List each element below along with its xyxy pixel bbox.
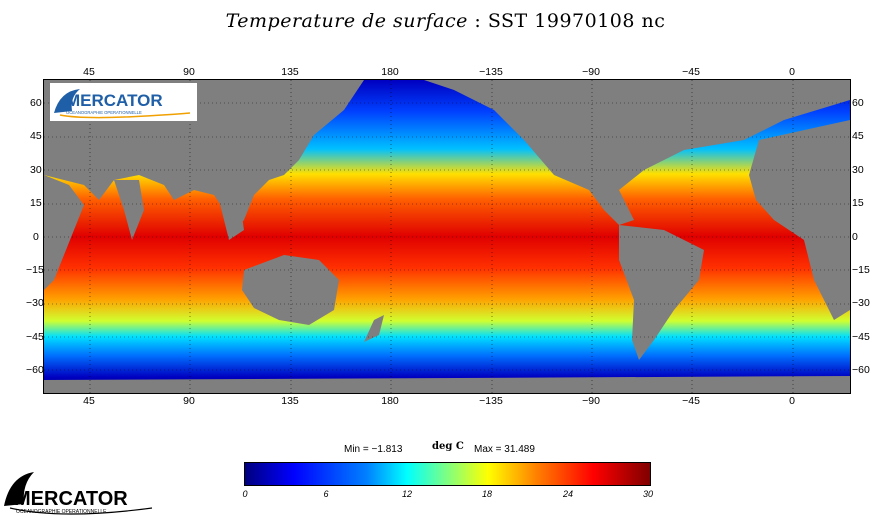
lat-tick-left: 0 <box>33 231 39 243</box>
lat-tick-left: 15 <box>30 197 42 209</box>
lat-tick-left: 30 <box>30 164 42 176</box>
title-rest: : SST 19970108 nc <box>474 10 666 32</box>
lon-tick-bottom: 180 <box>381 395 399 407</box>
lat-tick-right: 45 <box>852 130 864 142</box>
colorbar-tick: 12 <box>401 489 413 499</box>
lon-tick-top: 0 <box>789 66 795 78</box>
colorbar-tick: 30 <box>642 489 654 499</box>
mercator-logo-bottom-icon: MERCATOR OCEANOGRAPHIE OPERATIONNELLE <box>4 472 153 515</box>
lon-tick-bottom: −135 <box>479 395 503 407</box>
lon-tick-top: 180 <box>381 66 399 78</box>
sst-map <box>43 79 851 394</box>
lat-tick-right: −15 <box>852 264 870 276</box>
logo-bottom-subtitle: OCEANOGRAPHIE OPERATIONNELLE <box>16 509 107 515</box>
lon-tick-bottom: −45 <box>682 395 700 407</box>
lon-tick-top: 45 <box>83 66 95 78</box>
lon-tick-top: −135 <box>479 66 503 78</box>
lat-tick-left: −15 <box>26 264 44 276</box>
colorbar-tick: 0 <box>242 489 248 499</box>
title-italic: Temperature de surface <box>225 10 468 32</box>
lon-tick-top: 135 <box>281 66 299 78</box>
mercator-logo-top: MERCATOR OCEANOGRAPHIE OPERATIONNELLE <box>50 83 197 121</box>
colorbar-max: Max = 31.489 <box>474 444 535 455</box>
colorbar-tick: 24 <box>562 489 574 499</box>
lon-tick-bottom: 0 <box>789 395 795 407</box>
colorbar-tick: 18 <box>481 489 493 499</box>
lat-tick-right: −60 <box>852 364 870 376</box>
lat-tick-right: 0 <box>852 231 858 243</box>
lat-tick-right: 30 <box>852 164 864 176</box>
lat-tick-left: 60 <box>30 97 42 109</box>
graticule <box>44 80 850 393</box>
logo-name: MERCATOR <box>66 91 163 110</box>
lon-tick-bottom: 135 <box>281 395 299 407</box>
lon-tick-top: −90 <box>582 66 600 78</box>
lat-tick-right: −30 <box>852 297 870 309</box>
lon-tick-bottom: 90 <box>183 395 195 407</box>
logo-bottom-name: MERCATOR <box>14 488 128 510</box>
page-title: Temperature de surface : SST 19970108 nc <box>0 10 891 32</box>
mercator-logo-icon: MERCATOR OCEANOGRAPHIE OPERATIONNELLE <box>54 89 191 119</box>
lat-tick-right: 15 <box>852 197 864 209</box>
mercator-logo-bottom: MERCATOR OCEANOGRAPHIE OPERATIONNELLE <box>2 468 162 520</box>
sst-map-svg <box>44 80 850 393</box>
lat-tick-left: −45 <box>26 331 44 343</box>
colorbar-min: Min = −1.813 <box>344 444 403 455</box>
colorbar-unit: deg C <box>432 441 464 452</box>
lat-tick-left: 45 <box>30 130 42 142</box>
lon-tick-top: 90 <box>183 66 195 78</box>
lon-tick-bottom: 45 <box>83 395 95 407</box>
colorbar <box>244 462 651 486</box>
lat-tick-left: −60 <box>26 364 44 376</box>
lat-tick-left: −30 <box>26 297 44 309</box>
colorbar-tick: 6 <box>323 489 329 499</box>
lon-tick-bottom: −90 <box>582 395 600 407</box>
lat-tick-right: 60 <box>852 97 864 109</box>
lon-tick-top: −45 <box>682 66 700 78</box>
logo-subtitle: OCEANOGRAPHIE OPERATIONNELLE <box>66 110 142 115</box>
lat-tick-right: −45 <box>852 331 870 343</box>
